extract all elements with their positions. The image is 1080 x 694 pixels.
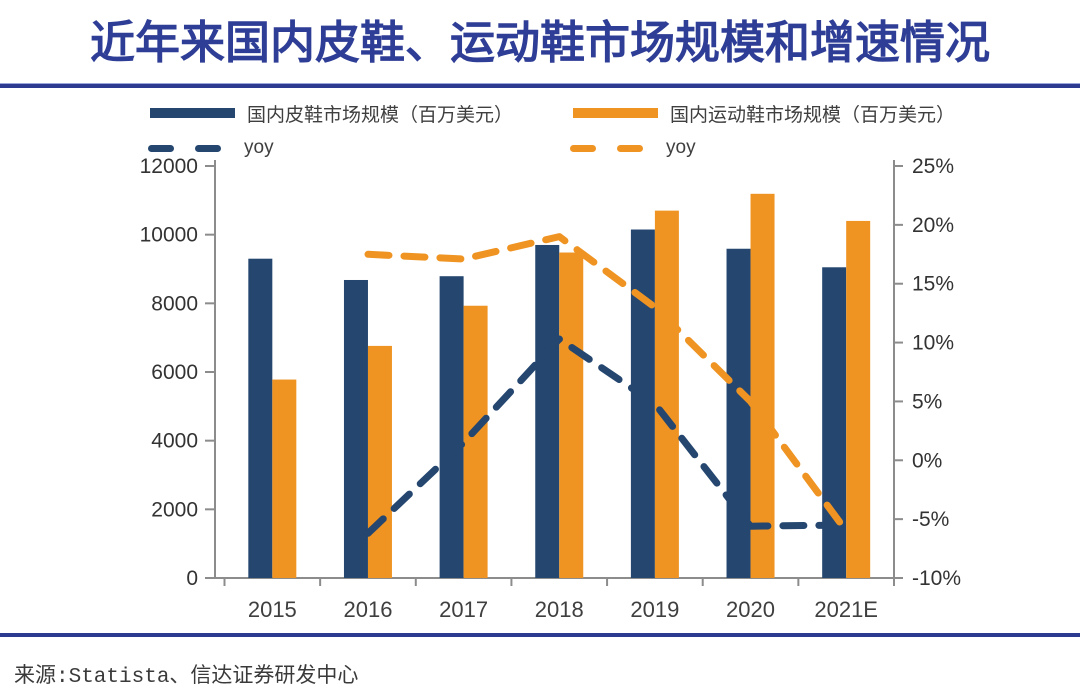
right-axis-tick-label: 10% xyxy=(912,332,954,355)
title-rule xyxy=(0,83,1080,88)
right-axis-tick-label: -10% xyxy=(912,567,961,590)
right-axis-tick-label: 20% xyxy=(912,214,954,237)
right-axis-tick-label: 5% xyxy=(912,390,942,413)
legend-label-leather-yoy: yoy xyxy=(244,137,274,158)
category-label-2016: 2016 xyxy=(343,597,392,622)
category-label-2021E: 2021E xyxy=(814,597,878,622)
yoy-line-leather-yoy xyxy=(364,335,850,537)
category-label-2015: 2015 xyxy=(248,597,297,622)
bar-leather-2021E xyxy=(822,267,847,578)
leather-yoy-dash-swatch-icon xyxy=(148,144,221,152)
category-label-2020: 2020 xyxy=(726,597,775,622)
bar-leather-2015 xyxy=(248,258,273,578)
bar-sport-2020 xyxy=(750,193,775,578)
legend-item-leather-yoy: yoy xyxy=(148,137,274,159)
legend-item-sport-yoy: yoy xyxy=(570,137,696,159)
bar-leather-2018 xyxy=(535,244,560,578)
bar-sport-2021E xyxy=(846,220,871,578)
category-label-2018: 2018 xyxy=(535,597,584,622)
legend-label-sport-bar: 国内运动鞋市场规模（百万美元） xyxy=(670,104,956,126)
bar-leather-2020 xyxy=(726,248,751,578)
right-axis-tick-label: 0% xyxy=(912,449,942,472)
bar-sport-2017 xyxy=(463,305,488,578)
sport-yoy-dash-swatch-icon xyxy=(570,144,643,152)
bar-leather-2019 xyxy=(630,229,655,578)
source-text: 来源:Statista、信达证券研发中心 xyxy=(14,666,359,689)
bar-leather-2016 xyxy=(343,279,368,578)
bar-sport-2019 xyxy=(654,210,679,578)
left-axis-tick-label: 2000 xyxy=(151,498,198,521)
category-label-2019: 2019 xyxy=(630,597,679,622)
right-axis-tick-label: -5% xyxy=(912,508,949,531)
left-axis-tick-label: 0 xyxy=(186,567,198,590)
leather-bar-swatch-icon xyxy=(150,108,235,118)
left-axis-tick-label: 6000 xyxy=(151,361,198,384)
right-axis-tick-label: 25% xyxy=(912,155,954,178)
yoy-line-sport-yoy xyxy=(364,233,850,535)
category-label-2017: 2017 xyxy=(439,597,488,622)
legend-label-sport-yoy: yoy xyxy=(666,137,696,158)
bar-sport-2015 xyxy=(272,379,297,578)
sport-bar-swatch-icon xyxy=(573,108,658,118)
left-axis-tick-label: 8000 xyxy=(151,292,198,315)
left-axis-tick-label: 4000 xyxy=(151,430,198,453)
source-rule xyxy=(0,633,1080,637)
left-axis-tick-label: 10000 xyxy=(140,224,198,247)
figure-title: 近年来国内皮鞋、运动鞋市场规模和增速情况 xyxy=(89,17,990,68)
bar-sport-2016 xyxy=(367,345,392,578)
legend-item-sport-bar: 国内运动鞋市场规模（百万美元） xyxy=(573,102,956,126)
legend-item-leather-bar: 国内皮鞋市场规模（百万美元） xyxy=(150,102,514,126)
bar-sport-2018 xyxy=(559,252,584,578)
right-axis-tick-label: 15% xyxy=(912,273,954,296)
left-axis-tick-label: 12000 xyxy=(140,155,198,178)
bar-leather-2017 xyxy=(439,276,464,578)
legend-label-leather-bar: 国内皮鞋市场规模（百万美元） xyxy=(247,104,514,126)
